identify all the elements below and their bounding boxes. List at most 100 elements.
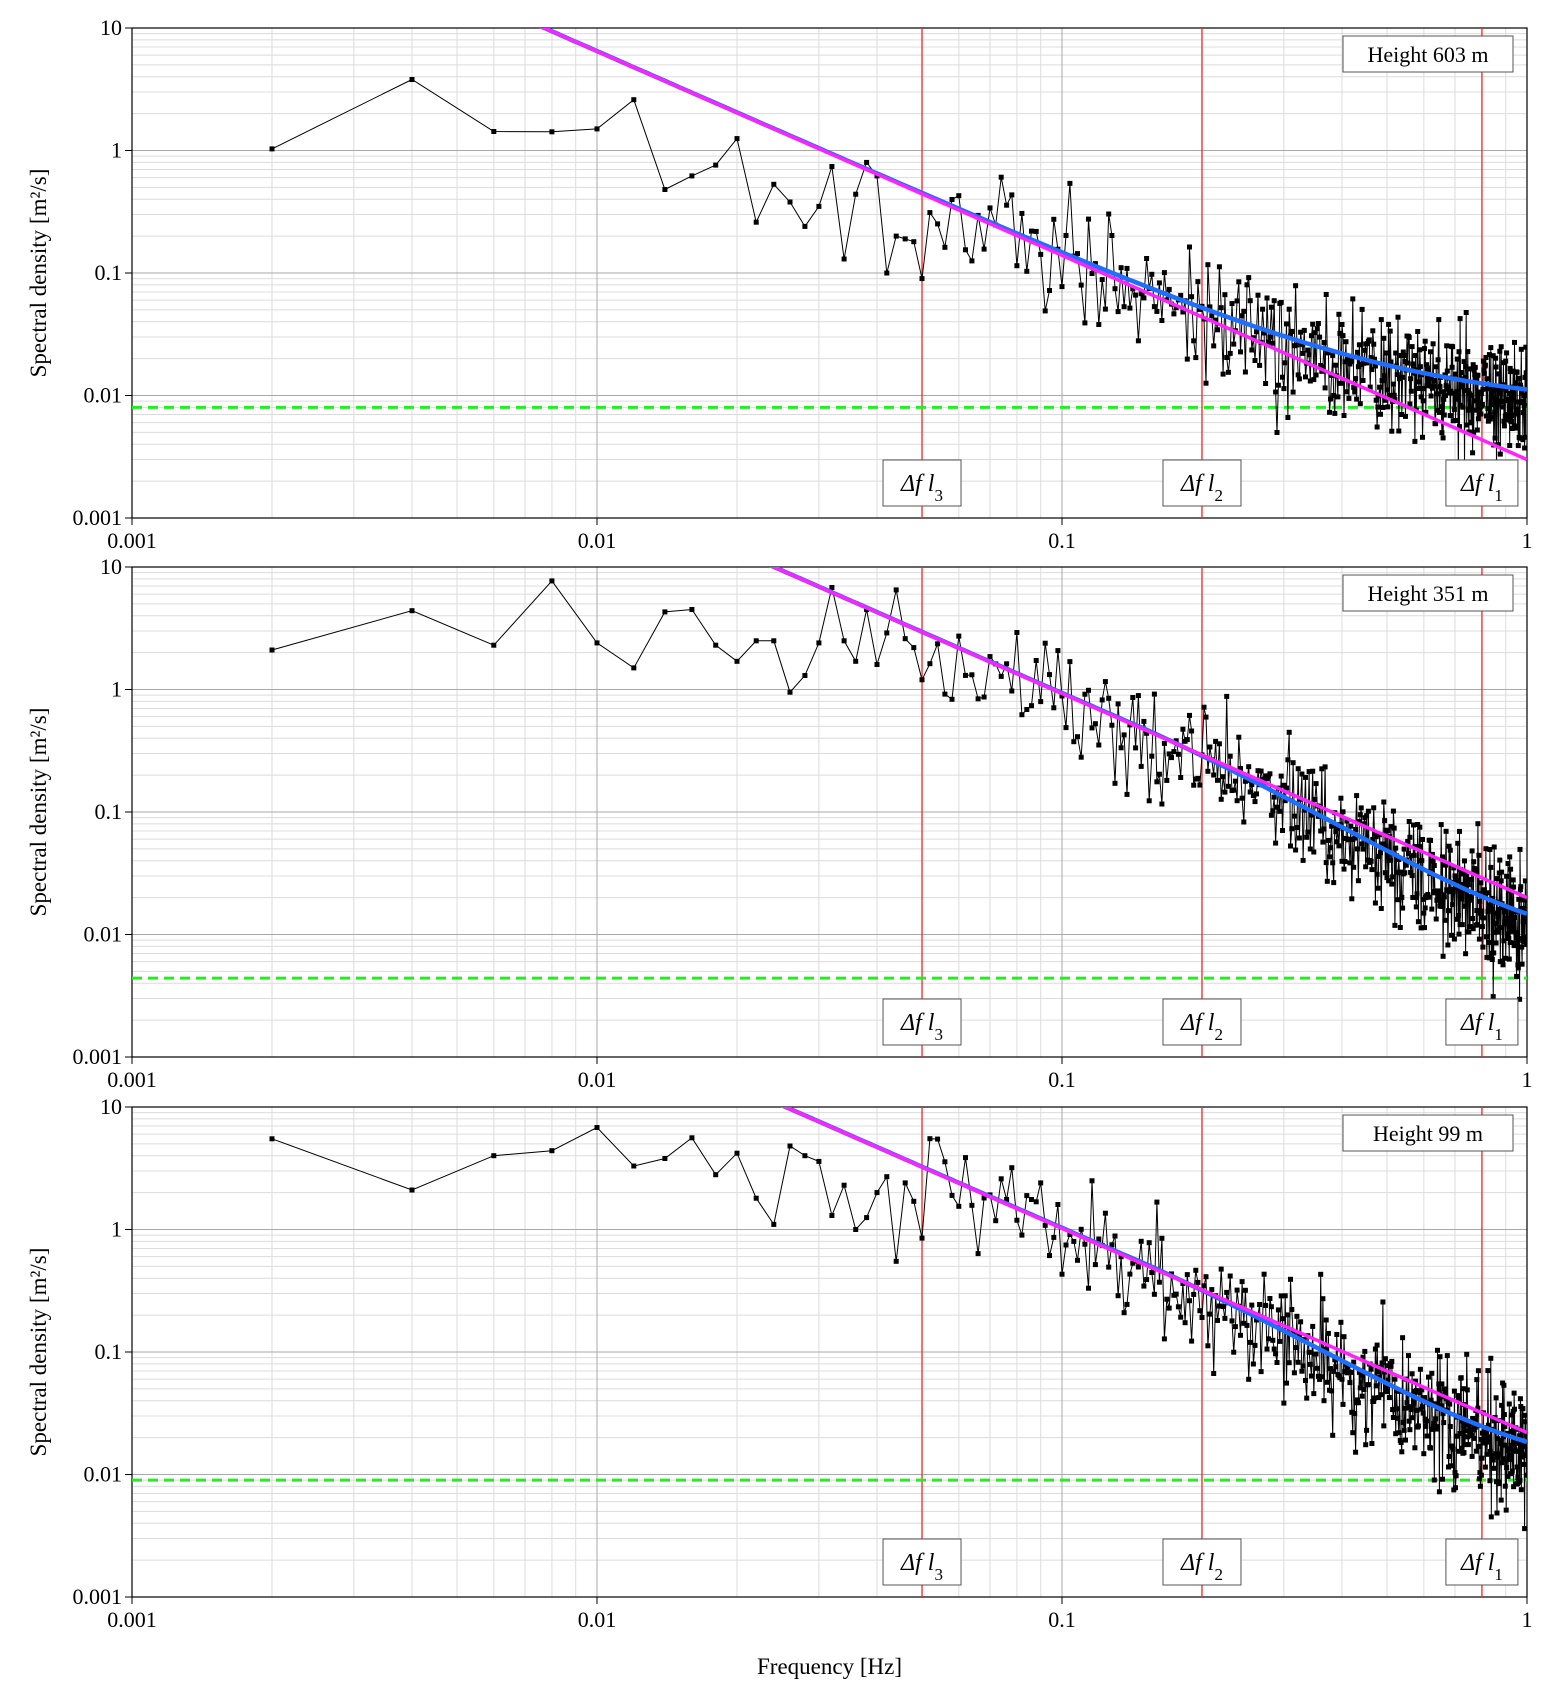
spectrum-point [1365,808,1371,814]
spectrum-point [1231,1349,1237,1355]
spectrum-point [1428,837,1433,843]
spectrum-point [1512,940,1517,946]
spectrum-point [1416,386,1422,391]
spectrum-point [1266,339,1271,345]
spectrum-point [1213,738,1219,744]
spectrum-point [1291,813,1297,819]
spectrum-point [753,638,759,644]
spectrum-point [1229,301,1235,307]
spectrum-point [1426,368,1431,374]
spectrum-point [1171,311,1177,317]
spectrum-point [1440,953,1446,959]
spectrum-point [1337,330,1343,336]
panel-title-box [1342,1114,1514,1152]
spectrum-point [1075,734,1080,740]
spectrum-point [1252,799,1258,805]
spectrum-point [1286,1360,1292,1366]
spectrum-point [1135,338,1141,344]
spectrum-point [1507,365,1513,371]
spectrum-point [1462,858,1467,864]
spectrum-point [1328,845,1333,851]
spectrum-point [1495,907,1501,912]
spectrum-point [1523,370,1527,376]
spectrum-point [1099,277,1105,283]
spectrum-line [271,580,1527,1000]
spectrum-point [1216,1303,1222,1309]
spectrum-point [1267,334,1273,340]
spectrum-point [1047,672,1052,678]
spectrum-point [1092,721,1098,727]
spectrum-point [1130,695,1136,700]
spectrum-point [1395,1415,1401,1421]
spectrum-point [1242,369,1248,375]
spectrum-point [1418,925,1424,931]
spectrum-point [1524,373,1527,378]
spectrum-point [1440,435,1446,441]
spectrum-point [1483,1431,1489,1437]
spectrum-point [1207,1311,1213,1317]
spectrum-point [1092,1262,1098,1268]
spectrum-point [1159,318,1165,323]
spectrum-point [1059,693,1065,699]
spectrum-point [1238,1332,1243,1338]
spectrum-point [1264,295,1270,301]
spectrum-point [1351,864,1357,870]
spectrum-point [1435,1347,1440,1353]
spectrum-point [1386,878,1392,884]
spectrum-point [1213,317,1219,323]
spectrum-point [1029,703,1034,709]
spectrum-point [1401,1427,1407,1433]
spectrum-point [1457,1431,1463,1436]
spectrum-point [1511,391,1517,397]
spectrum-point [1515,424,1520,430]
spectrum-point [1424,362,1429,368]
spectrum-point [1216,741,1222,747]
spectrum-point [1498,878,1504,884]
spectrum-point [1431,863,1437,868]
spectrum-point [1144,730,1150,736]
spectrum-point [1511,1390,1517,1396]
spectrum-point [1514,973,1520,979]
spectrum-point [1359,1393,1365,1399]
spectrum-point [1231,787,1237,793]
spectrum-point [734,136,740,142]
spectrum-point [1425,892,1431,897]
spectrum-point [1335,826,1341,832]
spectrum-point [491,129,497,134]
spectrum-point [1378,850,1383,856]
reference-label-subscript: 3 [934,1025,943,1044]
spectrum-point [1268,812,1274,818]
x-tick-label: 0.001 [107,1607,157,1632]
spectrum-point [1280,374,1285,380]
spectrum-point [1215,777,1220,783]
spectrum-point [1411,852,1417,858]
spectrum-point [1457,316,1463,322]
spectrum-point [1309,1373,1314,1379]
reference-label-box-2 [1162,1538,1242,1586]
spectrum-point [1364,360,1370,366]
spectrum-point [1475,1405,1481,1411]
spectrum-point [1293,1345,1299,1351]
spectrum-point [1238,766,1243,771]
spectrum-point [1520,919,1526,925]
spectrum-point [884,630,890,636]
spectrum-point [998,174,1004,180]
spectrum-point [1289,1307,1295,1312]
spectrum-point [269,146,275,152]
x-tick-label: 0.1 [1048,1067,1076,1092]
spectrum-point [1380,841,1386,847]
spectrum-point [1473,866,1479,872]
spectrum-point [1320,1296,1326,1302]
spectrum-point [1401,846,1407,852]
spectrum-point [1296,835,1302,841]
spectrum-point [1296,376,1302,382]
spectrum-point [1275,1307,1281,1313]
spectrum-point [1465,349,1471,355]
spectrum-point [1089,725,1095,731]
spectrum-point [1455,840,1461,846]
spectrum-point [1154,779,1160,785]
spectrum-point [1275,382,1281,388]
spectrum-point [1446,908,1451,914]
spectrum-point [1501,938,1507,944]
spectrum-point [1438,899,1444,905]
